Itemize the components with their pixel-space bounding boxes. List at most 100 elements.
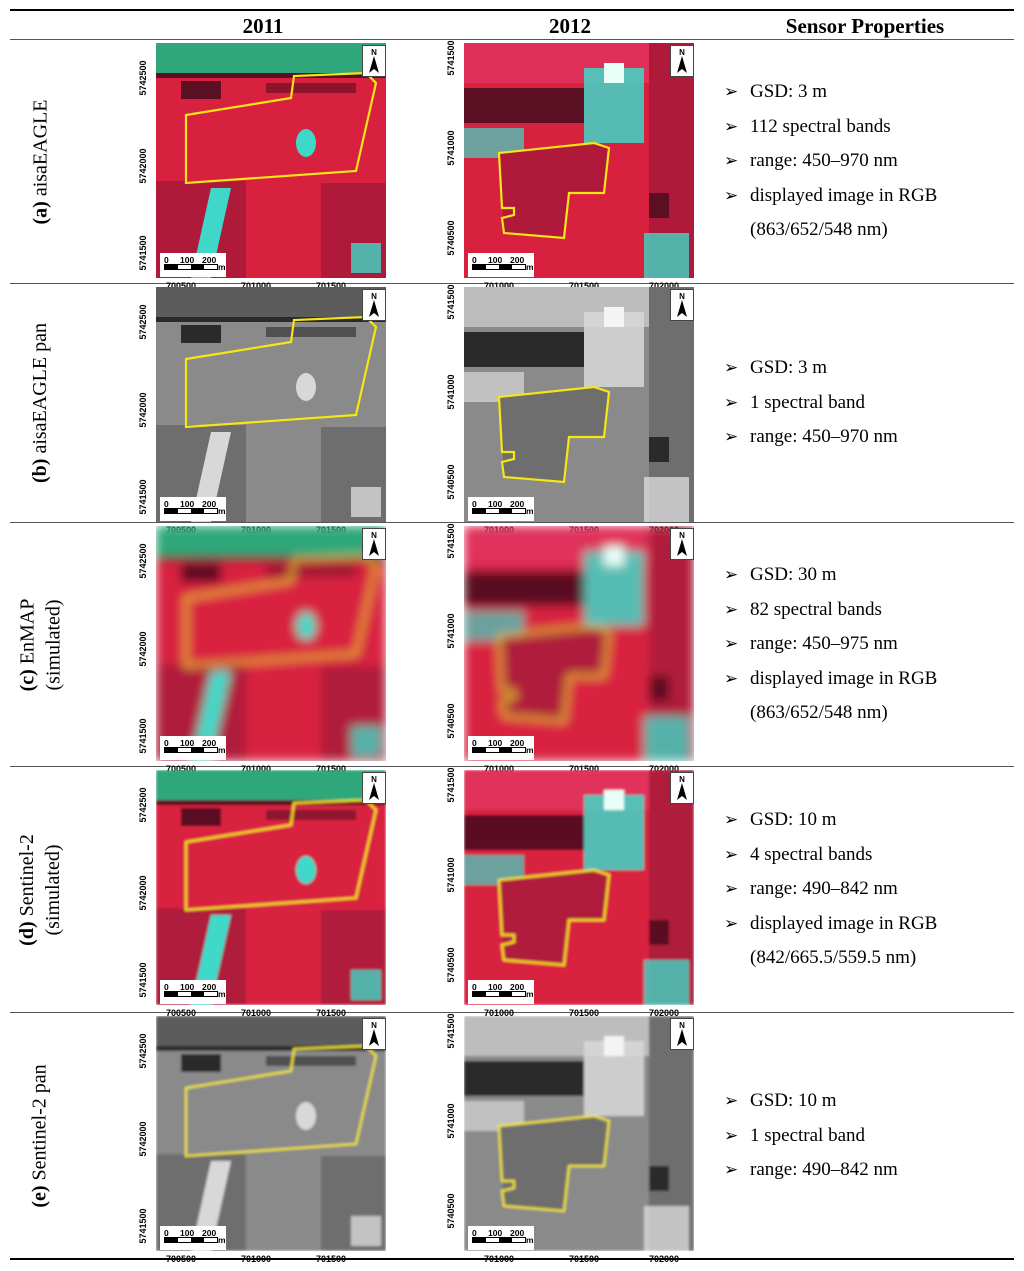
arrow-bullet-icon: ➢ — [724, 810, 739, 830]
scale-label-0: 0 — [472, 255, 477, 265]
property-continuation: (842/665.5/559.5 nm) — [750, 947, 917, 968]
arrow-bullet-icon: ➢ — [724, 668, 739, 689]
scale-numbers: 0 100 200 — [162, 738, 224, 748]
y-tick-label: 5741000 — [446, 374, 456, 410]
property-text: GSD: 10 m — [750, 1090, 837, 1111]
row-divider-4 — [10, 1012, 1014, 1013]
scale-unit: m — [526, 262, 534, 272]
scale-bar-graphic — [472, 747, 526, 753]
y-tick-label: 5742000 — [138, 875, 148, 911]
arrow-bullet-icon: ➢ — [724, 358, 739, 378]
list-item: ➢ 82 spectral bands — [724, 593, 1014, 628]
y-tick-label: 5742000 — [138, 1121, 148, 1157]
x-tick-label: 700500 — [166, 281, 197, 291]
map-image — [156, 1016, 386, 1251]
row-label: (e) Sentinel-2 pan — [20, 1013, 60, 1258]
property-text: range: 450–970 nm — [750, 150, 898, 171]
sensor-properties-list: ➢ GSD: 30 m ➢ 82 spectral bands ➢ range: 450–… — [724, 558, 1014, 731]
row-divider-3 — [10, 766, 1014, 767]
row-label-line: (b) aisaEAGLE pan — [27, 323, 53, 483]
svg-text:N: N — [371, 292, 377, 301]
svg-text:N: N — [679, 292, 685, 301]
y-tick-label: 5741500 — [138, 479, 148, 515]
x-tick-label: 702000 — [649, 1008, 680, 1018]
scale-label-100: 100 — [488, 499, 503, 509]
x-tick-label: 701500 — [316, 1254, 347, 1264]
x-tick-label: 701500 — [316, 1008, 347, 1018]
scale-label-100: 100 — [180, 499, 195, 509]
list-item: ➢ range: 490–842 nm — [724, 1153, 1014, 1188]
row-label-text: (a) aisaEAGLE — [27, 99, 53, 224]
scale-numbers: 0 100 200 — [162, 255, 224, 265]
sensor-name: EnMAP — [16, 598, 38, 664]
row-letter: (b) — [29, 458, 51, 483]
scale-numbers: 0 100 200 — [470, 1228, 532, 1238]
row-label-text: (d) Sentinel-2 (simulated) — [14, 834, 66, 946]
scale-label-200: 200 — [510, 1228, 525, 1238]
north-arrow-icon: N — [362, 289, 386, 321]
y-tick-label: 5742500 — [138, 543, 148, 579]
column-header-2012: 2012 — [549, 14, 591, 38]
scale-unit: m — [526, 989, 534, 999]
scale-bar: 0 100 200 m — [160, 497, 226, 521]
scale-label-0: 0 — [164, 1228, 169, 1238]
y-tick-label: 5740500 — [446, 464, 456, 500]
property-text: range: 490–842 nm — [750, 878, 898, 899]
x-tick-label: 700500 — [166, 764, 197, 774]
y-tick-label: 5741500 — [138, 962, 148, 998]
property-text: GSD: 30 m — [750, 564, 837, 585]
list-item: ➢ GSD: 10 m — [724, 803, 1014, 838]
scale-numbers: 0 100 200 — [470, 255, 532, 265]
property-text: range: 490–842 nm — [750, 1159, 898, 1180]
table-row: (a) aisaEAGLE N 0 100 200 m 5742500 5742000 574… — [0, 40, 1024, 291]
x-tick-label: 701000 — [241, 281, 272, 291]
arrow-bullet-icon: ➢ — [724, 116, 739, 137]
scale-label-0: 0 — [164, 982, 169, 992]
row-label-text: (b) aisaEAGLE pan — [27, 323, 53, 483]
scale-bar: 0 100 200 m — [160, 1226, 226, 1250]
scale-label-100: 100 — [488, 738, 503, 748]
scale-bar: 0 100 200 m — [468, 253, 534, 277]
scale-unit: m — [218, 1235, 226, 1245]
scale-label-100: 100 — [488, 1228, 503, 1238]
map-image — [464, 287, 694, 522]
property-text: displayed image in RGB — [750, 184, 938, 206]
scale-bar-graphic — [164, 1237, 218, 1243]
x-tick-label: 701000 — [484, 764, 515, 774]
x-tick-label: 701500 — [569, 1008, 600, 1018]
row-label-line: (c) EnMAP — [14, 598, 40, 691]
scale-label-200: 200 — [202, 255, 217, 265]
scale-bar: 0 100 200 m — [468, 497, 534, 521]
scale-bar-graphic — [472, 264, 526, 270]
sensor-name: aisaEAGLE pan — [29, 323, 51, 454]
list-item: ➢ GSD: 3 m — [724, 75, 1014, 110]
scale-label-100: 100 — [180, 1228, 195, 1238]
list-item: ➢ 112 spectral bands — [724, 110, 1014, 145]
svg-text:N: N — [371, 1021, 377, 1030]
row-letter: (e) — [29, 1184, 52, 1208]
sensor-name: Sentinel-2 — [16, 833, 39, 916]
x-tick-label: 701500 — [569, 281, 600, 291]
north-arrow-icon: N — [670, 1018, 694, 1050]
scale-numbers: 0 100 200 — [162, 499, 224, 509]
row-divider-1 — [10, 283, 1014, 284]
property-text: 1 spectral band — [750, 391, 866, 413]
x-tick-label: 701000 — [241, 1008, 272, 1018]
arrow-bullet-icon: ➢ — [724, 565, 739, 585]
x-tick-label: 701500 — [316, 281, 347, 291]
scale-bar-graphic — [472, 508, 526, 514]
scale-numbers: 0 100 200 — [470, 499, 532, 509]
table-row: (b) aisaEAGLE pan N 0 100 200 m 5742500 574200… — [0, 284, 1024, 535]
x-tick-label: 700500 — [166, 1008, 197, 1018]
scale-bar: 0 100 200 m — [160, 253, 226, 277]
row-label-text: (e) Sentinel-2 pan — [27, 1064, 53, 1207]
scale-bar-graphic — [164, 264, 218, 270]
scale-numbers: 0 100 200 — [470, 982, 532, 992]
sensor-name: Sentinel-2 pan — [29, 1063, 52, 1180]
svg-text:N: N — [371, 48, 377, 57]
scale-label-200: 200 — [510, 499, 525, 509]
list-item: ➢ range: 450–970 nm — [724, 420, 1014, 455]
scale-label-0: 0 — [164, 499, 169, 509]
